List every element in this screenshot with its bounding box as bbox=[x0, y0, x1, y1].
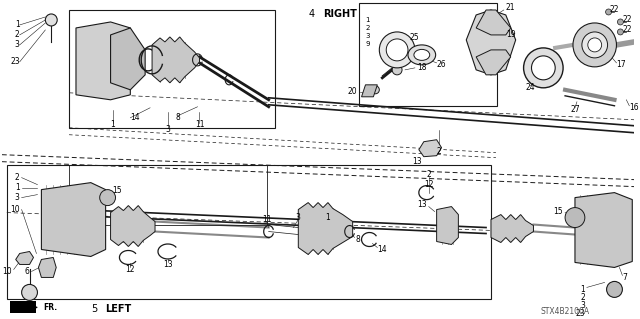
Text: 15: 15 bbox=[554, 207, 563, 216]
Circle shape bbox=[387, 39, 408, 61]
Circle shape bbox=[618, 19, 623, 25]
Polygon shape bbox=[16, 251, 33, 264]
Text: STX4B2100A: STX4B2100A bbox=[540, 307, 589, 316]
Polygon shape bbox=[152, 37, 200, 83]
Text: 25: 25 bbox=[410, 33, 420, 42]
Text: FR.: FR. bbox=[44, 303, 58, 312]
Text: 3: 3 bbox=[15, 193, 20, 202]
Ellipse shape bbox=[414, 49, 429, 60]
Circle shape bbox=[45, 14, 57, 26]
Polygon shape bbox=[42, 182, 106, 256]
Text: 13: 13 bbox=[163, 260, 173, 269]
Text: LEFT: LEFT bbox=[106, 304, 132, 314]
Text: 6: 6 bbox=[25, 267, 29, 276]
Text: 8: 8 bbox=[356, 235, 360, 244]
Text: 23: 23 bbox=[10, 57, 20, 66]
Text: 2: 2 bbox=[436, 147, 441, 156]
Ellipse shape bbox=[408, 45, 436, 65]
Text: 1: 1 bbox=[326, 213, 330, 222]
Text: 18: 18 bbox=[417, 63, 426, 72]
Polygon shape bbox=[38, 257, 56, 278]
Circle shape bbox=[618, 29, 623, 35]
Polygon shape bbox=[467, 10, 516, 75]
Text: 5: 5 bbox=[91, 304, 97, 314]
Text: 1: 1 bbox=[365, 17, 370, 23]
Text: 22: 22 bbox=[609, 5, 619, 14]
Text: 2: 2 bbox=[426, 170, 431, 179]
Text: 8: 8 bbox=[175, 113, 180, 122]
Text: 1: 1 bbox=[15, 20, 20, 29]
Polygon shape bbox=[76, 22, 131, 100]
Text: 13: 13 bbox=[417, 200, 427, 209]
Text: 19: 19 bbox=[506, 30, 515, 40]
Circle shape bbox=[531, 56, 556, 80]
Text: 16: 16 bbox=[629, 103, 639, 112]
Text: 14: 14 bbox=[378, 245, 387, 254]
Text: 26: 26 bbox=[436, 60, 446, 69]
Text: 9: 9 bbox=[365, 41, 370, 47]
Circle shape bbox=[371, 86, 380, 94]
Text: 1: 1 bbox=[110, 120, 115, 129]
Text: 2: 2 bbox=[15, 30, 20, 40]
Polygon shape bbox=[476, 10, 511, 35]
Text: RIGHT: RIGHT bbox=[323, 9, 357, 19]
Polygon shape bbox=[575, 193, 632, 267]
Text: 10: 10 bbox=[10, 205, 20, 214]
Text: 22: 22 bbox=[622, 26, 632, 34]
Text: 17: 17 bbox=[616, 60, 626, 69]
Circle shape bbox=[524, 48, 563, 88]
Circle shape bbox=[607, 281, 622, 297]
Polygon shape bbox=[111, 205, 155, 247]
Text: 12: 12 bbox=[424, 180, 433, 189]
Text: 24: 24 bbox=[525, 83, 535, 92]
Text: 7: 7 bbox=[622, 273, 627, 282]
Text: 3: 3 bbox=[365, 33, 370, 39]
Text: 3: 3 bbox=[165, 125, 170, 134]
Polygon shape bbox=[476, 50, 511, 75]
Text: 20: 20 bbox=[348, 87, 358, 96]
Circle shape bbox=[588, 38, 602, 52]
Bar bbox=[69, 165, 267, 225]
Text: 12: 12 bbox=[125, 265, 135, 274]
Text: 14: 14 bbox=[131, 113, 140, 122]
Polygon shape bbox=[491, 215, 534, 242]
Text: 21: 21 bbox=[506, 4, 515, 12]
Text: 1: 1 bbox=[15, 183, 20, 192]
Text: 2: 2 bbox=[580, 293, 585, 302]
Text: 3: 3 bbox=[296, 213, 301, 222]
Text: 3: 3 bbox=[15, 41, 20, 49]
Text: 2: 2 bbox=[15, 173, 20, 182]
Circle shape bbox=[605, 9, 612, 15]
Text: 23: 23 bbox=[575, 309, 585, 318]
Text: 3: 3 bbox=[580, 301, 585, 310]
Polygon shape bbox=[362, 85, 378, 97]
Circle shape bbox=[100, 189, 115, 205]
Text: 11: 11 bbox=[262, 215, 271, 224]
Polygon shape bbox=[419, 140, 442, 157]
Polygon shape bbox=[10, 301, 36, 313]
Circle shape bbox=[380, 32, 415, 68]
Text: 22: 22 bbox=[622, 15, 632, 25]
Circle shape bbox=[392, 65, 402, 75]
Circle shape bbox=[565, 208, 585, 227]
Circle shape bbox=[582, 32, 607, 58]
Text: 11: 11 bbox=[195, 120, 204, 129]
Circle shape bbox=[22, 285, 38, 300]
Polygon shape bbox=[298, 203, 353, 255]
Bar bbox=[69, 10, 275, 128]
Text: 15: 15 bbox=[113, 186, 122, 195]
Text: 27: 27 bbox=[570, 105, 580, 114]
Text: 13: 13 bbox=[412, 157, 422, 166]
Polygon shape bbox=[111, 28, 145, 90]
Text: 4: 4 bbox=[308, 9, 314, 19]
Text: 2: 2 bbox=[365, 25, 370, 31]
Circle shape bbox=[573, 23, 616, 67]
Polygon shape bbox=[436, 207, 458, 244]
Text: 10: 10 bbox=[2, 267, 12, 276]
Bar bbox=[358, 3, 497, 106]
Text: 1: 1 bbox=[580, 285, 585, 294]
Bar bbox=[7, 165, 491, 300]
